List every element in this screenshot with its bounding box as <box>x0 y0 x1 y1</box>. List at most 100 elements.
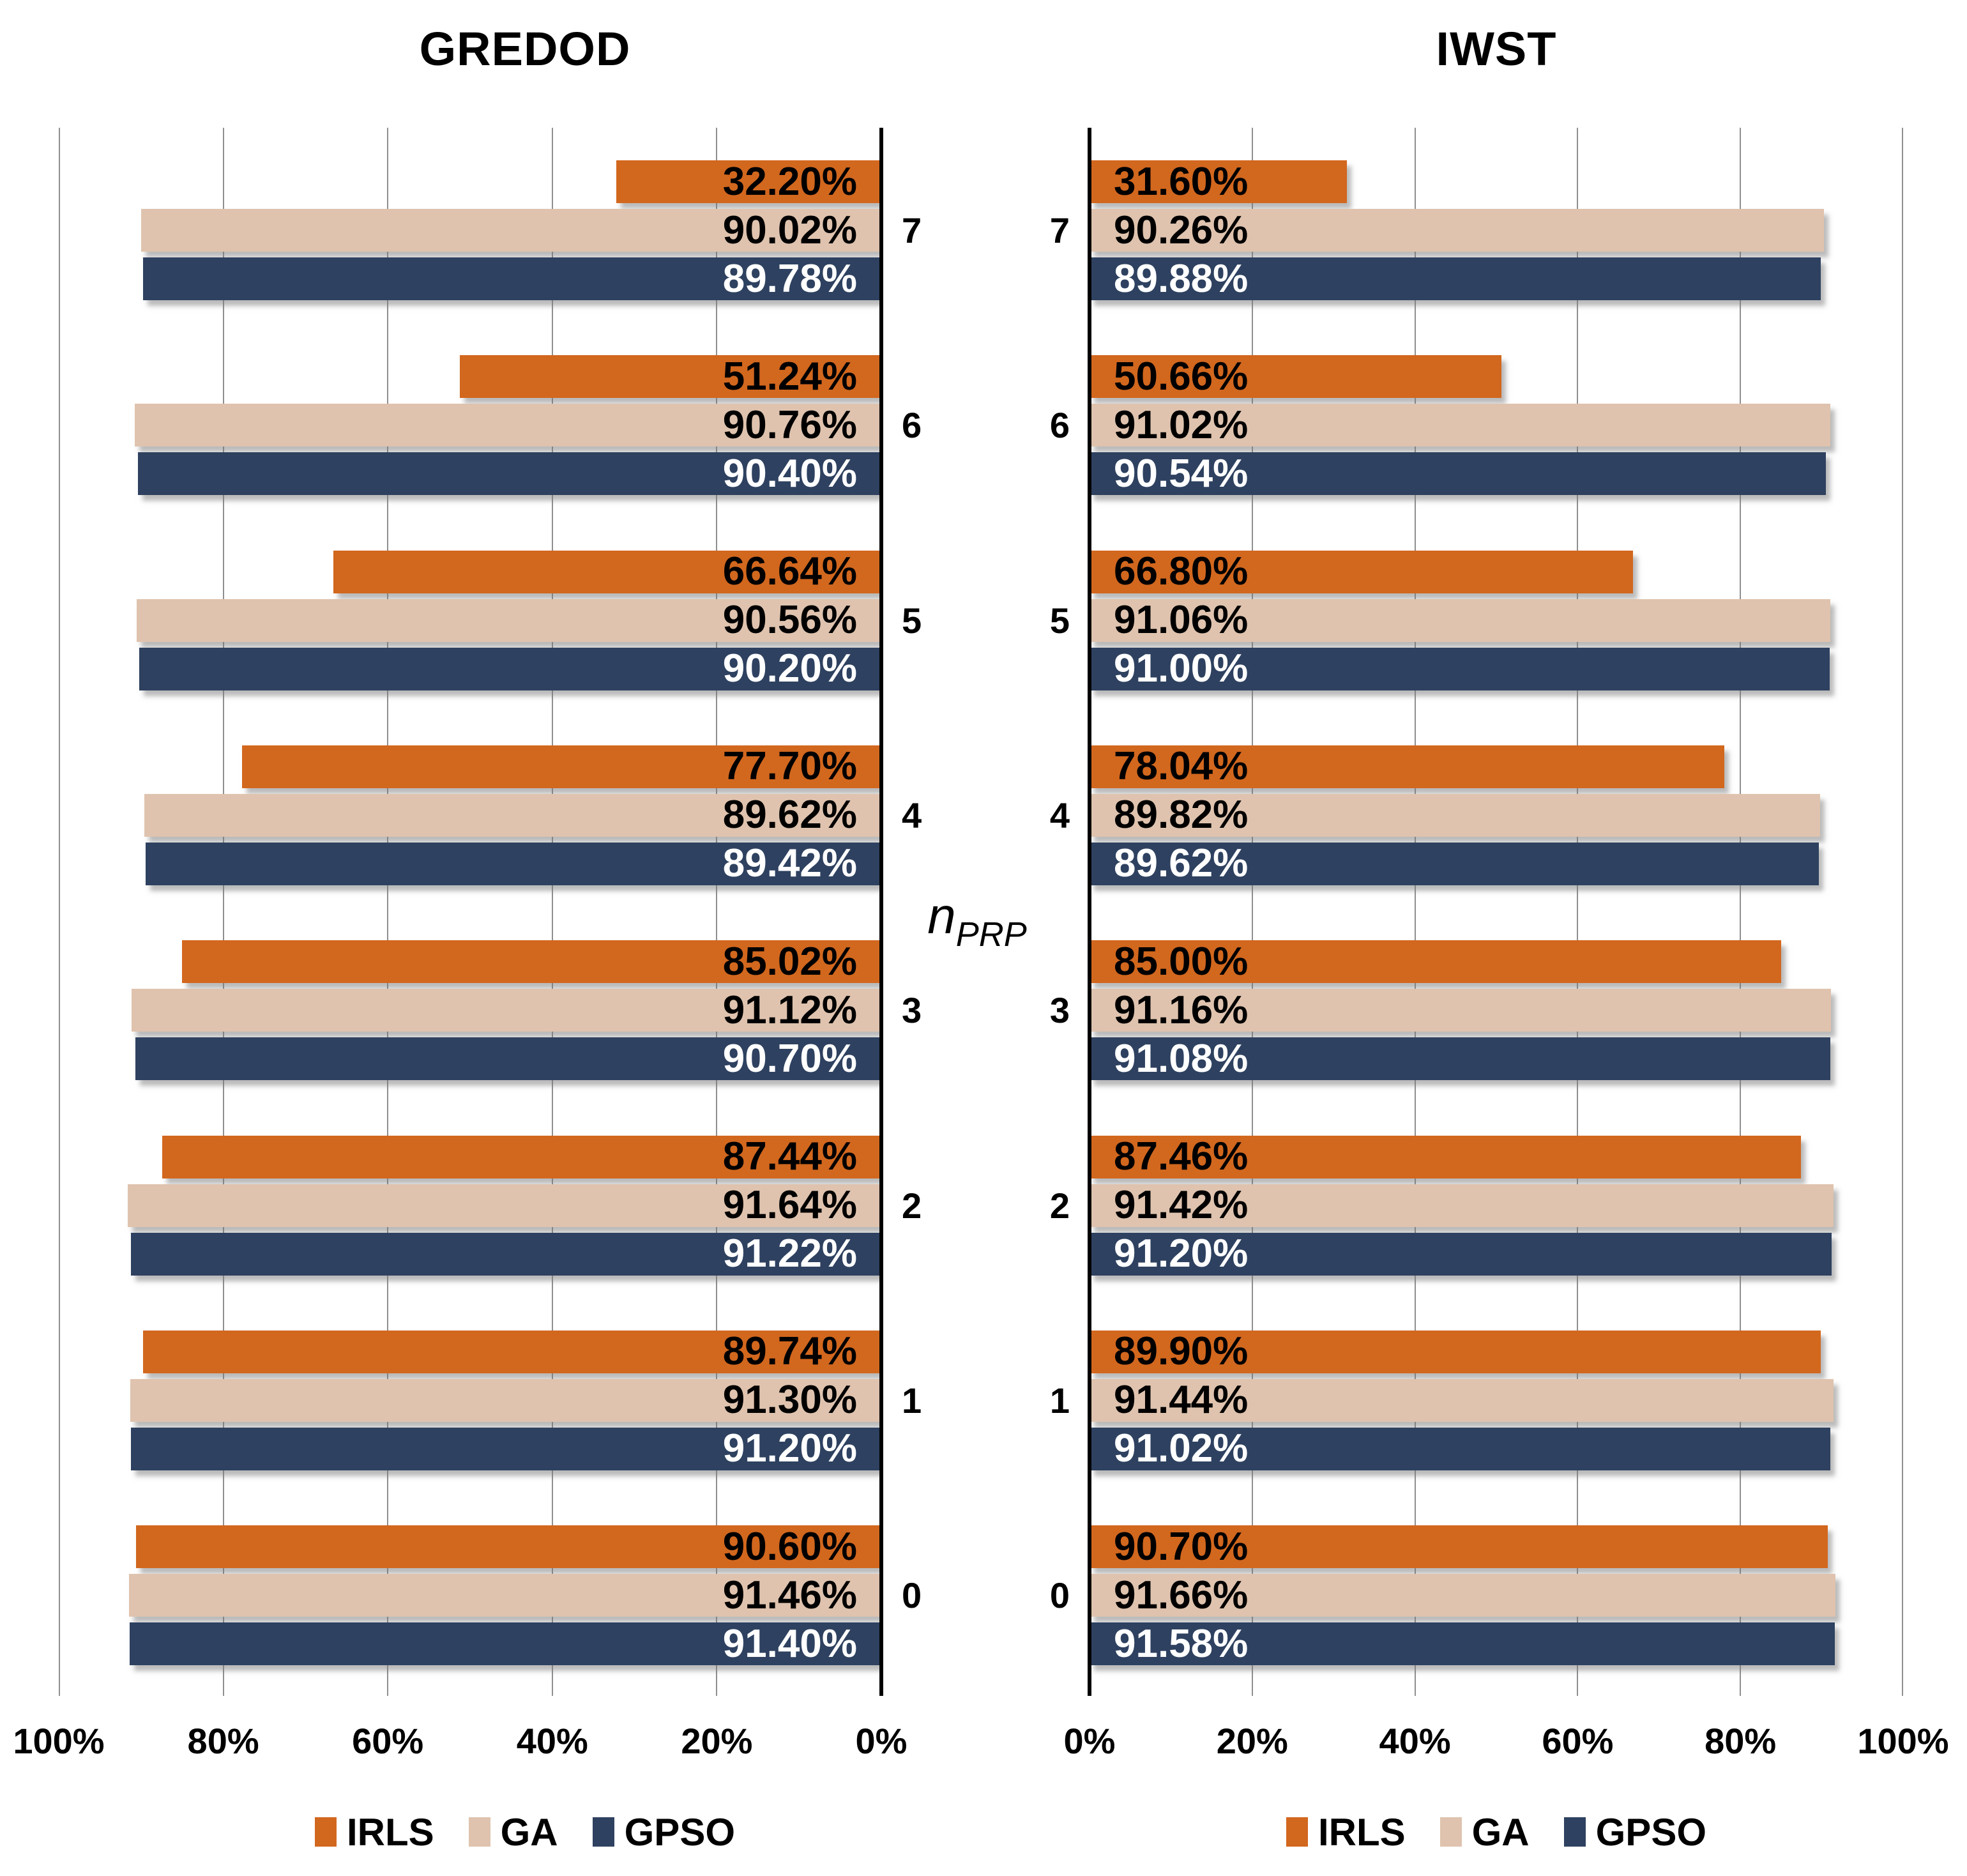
x-axis-tick-label: 100% <box>1857 1721 1949 1761</box>
bar-value-label: 91.42% <box>1114 1183 1249 1227</box>
x-axis-tick-label: 40% <box>516 1721 588 1761</box>
bar-value-label: 91.00% <box>1114 646 1249 691</box>
bar-value-label: 89.90% <box>1114 1329 1249 1374</box>
x-axis-tick-label: 80% <box>1705 1721 1777 1761</box>
bar-gredod-irls-n6: 51.24% <box>460 354 881 399</box>
bar-value-label: 91.08% <box>1114 1036 1249 1081</box>
bar-gredod-gpso-n2: 91.22% <box>131 1232 881 1276</box>
x-axis-tick-label: 40% <box>1379 1721 1451 1761</box>
category-label-n6: 6 <box>1049 405 1070 446</box>
bar-gredod-irls-n2: 87.44% <box>162 1134 881 1178</box>
category-label-n6: 6 <box>902 405 922 446</box>
bar-value-label: 91.30% <box>722 1378 857 1422</box>
bar-value-label: 91.40% <box>722 1621 857 1666</box>
bar-gredod-ga-n4: 89.62% <box>144 793 881 837</box>
category-label-n0: 0 <box>1049 1575 1070 1616</box>
bar-gredod-irls-n3: 85.02% <box>181 939 881 984</box>
bar-gredod-gpso-n4: 89.42% <box>146 842 881 885</box>
x-axis-tick-label: 20% <box>1216 1721 1288 1761</box>
bar-iwst-gpso-n3: 91.08% <box>1090 1036 1831 1081</box>
bar-value-label: 90.70% <box>722 1036 857 1081</box>
bar-value-label: 89.82% <box>1114 793 1249 837</box>
category-label-n7: 7 <box>902 210 922 250</box>
category-label-n0: 0 <box>902 1575 922 1616</box>
bar-gredod-gpso-n5: 90.20% <box>139 646 881 691</box>
bar-iwst-irls-n4: 78.04% <box>1090 744 1725 789</box>
category-label-n2: 2 <box>902 1185 922 1226</box>
chart-title-iwst: IWST <box>1436 22 1557 75</box>
bar-iwst-gpso-n1: 91.02% <box>1090 1427 1830 1470</box>
x-axis-tick-label: 60% <box>1542 1721 1614 1761</box>
bar-gredod-irls-n5: 66.64% <box>333 549 881 594</box>
legend-label: GPSO <box>1595 1810 1707 1854</box>
bar-value-label: 32.20% <box>722 159 857 204</box>
x-axis-tick-label: 0% <box>1063 1721 1116 1761</box>
category-label-n2: 2 <box>1049 1185 1070 1226</box>
category-axis-title: nPRP <box>881 889 1073 961</box>
bar-gredod-ga-n2: 91.64% <box>127 1183 881 1227</box>
legend-item-ga: GA <box>468 1810 558 1854</box>
bar-value-label: 90.20% <box>722 646 857 691</box>
bar-iwst-gpso-n6: 90.54% <box>1090 452 1826 496</box>
bar-value-label: 50.66% <box>1114 354 1249 399</box>
gredod-zero-axis <box>879 128 883 1696</box>
bar-gredod-gpso-n7: 89.78% <box>142 257 881 300</box>
x-axis-tick-label: 0% <box>855 1721 908 1761</box>
bar-value-label: 85.02% <box>722 939 857 984</box>
category-label-n1: 1 <box>1049 1380 1070 1421</box>
legend-swatch-gpso <box>592 1817 614 1847</box>
iwst-legend: IRLS GA GPSO <box>1090 1805 1903 1859</box>
bar-value-label: 91.12% <box>722 988 857 1032</box>
bar-iwst-ga-n6: 91.02% <box>1090 404 1830 447</box>
legend-item-irls: IRLS <box>314 1810 434 1854</box>
category-label-n1: 1 <box>902 1380 922 1421</box>
legend-label: IRLS <box>1318 1810 1406 1854</box>
bar-value-label: 90.70% <box>1114 1524 1249 1569</box>
bar-iwst-ga-n7: 90.26% <box>1090 209 1824 252</box>
bar-iwst-irls-n7: 31.60% <box>1090 160 1347 203</box>
category-label-n5: 5 <box>902 600 922 641</box>
bar-iwst-ga-n4: 89.82% <box>1090 793 1821 837</box>
bar-gredod-gpso-n0: 91.40% <box>129 1621 881 1666</box>
bar-value-label: 91.20% <box>1114 1232 1249 1276</box>
bar-value-label: 91.58% <box>1114 1621 1249 1666</box>
bar-value-label: 90.60% <box>722 1524 857 1569</box>
legend-swatch-gpso <box>1563 1817 1586 1847</box>
gredod-plot-area: 32.20% 51.24% 66.64% 77.70% 85.02% 87.44% 89.7… <box>59 128 881 1696</box>
bar-gredod-gpso-n6: 90.40% <box>137 451 881 496</box>
bar-gredod-ga-n0: 91.46% <box>129 1574 881 1617</box>
bar-value-label: 89.62% <box>1114 841 1249 886</box>
bar-value-label: 90.76% <box>722 402 857 447</box>
category-label-n4: 4 <box>1049 795 1070 835</box>
x-axis-tick-label: 80% <box>187 1721 259 1761</box>
bar-value-label: 78.04% <box>1114 744 1249 789</box>
bar-value-label: 87.44% <box>722 1134 857 1178</box>
bar-value-label: 66.80% <box>1114 549 1249 594</box>
legend-item-gpso: GPSO <box>592 1810 735 1854</box>
gridline-60pct <box>1577 128 1579 1696</box>
gridline-100pct <box>59 128 60 1696</box>
bar-value-label: 91.16% <box>1114 988 1249 1032</box>
bar-iwst-gpso-n7: 89.88% <box>1090 257 1821 300</box>
bar-value-label: 90.26% <box>1114 208 1249 252</box>
bar-gredod-irls-n1: 89.74% <box>143 1330 881 1373</box>
legend-label: GA <box>1471 1810 1530 1854</box>
bar-gredod-ga-n5: 90.56% <box>136 599 881 642</box>
bar-gredod-irls-n0: 90.60% <box>136 1524 881 1569</box>
gredod-legend: IRLS GA GPSO <box>59 1805 991 1859</box>
iwst-zero-axis <box>1088 128 1091 1696</box>
bar-value-label: 51.24% <box>722 354 857 399</box>
bar-gredod-ga-n1: 91.30% <box>130 1378 881 1422</box>
legend-swatch-irls <box>1286 1817 1308 1847</box>
bar-gredod-ga-n7: 90.02% <box>140 209 881 252</box>
bar-value-label: 91.64% <box>722 1183 857 1227</box>
bar-value-label: 66.64% <box>722 549 857 594</box>
bar-iwst-gpso-n2: 91.20% <box>1090 1232 1832 1276</box>
bar-gredod-ga-n6: 90.76% <box>135 402 881 447</box>
bar-iwst-irls-n5: 66.80% <box>1090 549 1634 594</box>
legend-swatch-irls <box>314 1817 337 1847</box>
gridline-20pct <box>1251 128 1253 1696</box>
bar-iwst-irls-n3: 85.00% <box>1090 940 1781 984</box>
bar-value-label: 90.40% <box>722 451 857 496</box>
